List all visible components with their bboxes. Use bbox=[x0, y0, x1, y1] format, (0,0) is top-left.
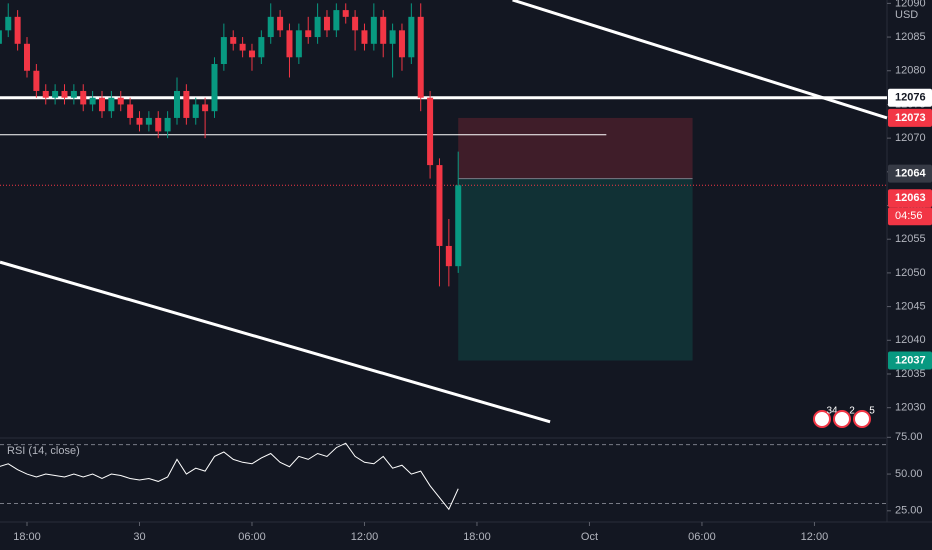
candle-body bbox=[230, 37, 237, 44]
candle-body bbox=[117, 97, 124, 105]
candle-body bbox=[305, 30, 312, 38]
candle-body bbox=[277, 16, 284, 31]
candle-body bbox=[61, 90, 68, 98]
event-badge bbox=[833, 410, 851, 428]
last-price-badge: 12063 bbox=[895, 192, 926, 204]
y-tick-label: 12030 bbox=[895, 402, 926, 414]
candle-body bbox=[192, 104, 199, 118]
stop-zone bbox=[458, 117, 693, 179]
support-badge-bg bbox=[888, 88, 932, 107]
x-tick-label: 18:00 bbox=[463, 531, 491, 543]
candle-body bbox=[436, 165, 443, 246]
x-tick-label: Oct bbox=[581, 531, 598, 543]
candle-body bbox=[136, 117, 143, 125]
x-tick-label: 12:00 bbox=[351, 531, 379, 543]
x-tick-label: 12:00 bbox=[801, 531, 829, 543]
support-badge: 12076 bbox=[895, 92, 926, 104]
candle-body bbox=[145, 117, 152, 125]
last-price-badge-bg bbox=[888, 189, 932, 208]
stop-badge-bg bbox=[888, 108, 932, 127]
candle-body bbox=[220, 37, 227, 65]
y-tick-label: 12070 bbox=[895, 132, 926, 144]
candle-body bbox=[427, 97, 434, 166]
rsi-tick-label: 50.00 bbox=[895, 468, 923, 480]
candle-body bbox=[295, 30, 302, 58]
candle-body bbox=[211, 64, 218, 112]
candle-body bbox=[398, 30, 405, 58]
stop-badge: 12073 bbox=[895, 112, 926, 124]
candle-body bbox=[286, 30, 293, 58]
candle-body bbox=[370, 16, 377, 44]
candle-body bbox=[164, 117, 171, 132]
candle-body bbox=[23, 43, 30, 71]
candle-body bbox=[0, 30, 2, 44]
candle-body bbox=[173, 90, 180, 118]
candle-body bbox=[361, 30, 368, 44]
y-tick-label: 12055 bbox=[895, 233, 926, 245]
x-tick-label: 06:00 bbox=[688, 531, 716, 543]
rsi-tick-label: 25.00 bbox=[895, 505, 923, 517]
target-zone bbox=[458, 178, 693, 361]
y-tick-label: 12045 bbox=[895, 301, 926, 313]
rsi-title: RSI (14, close) bbox=[7, 445, 80, 457]
candle-body bbox=[314, 16, 321, 38]
candle-body bbox=[183, 90, 190, 118]
candle-body bbox=[258, 37, 265, 58]
x-tick-label: 18:00 bbox=[13, 531, 41, 543]
rsi-line bbox=[0, 442, 459, 511]
event-badge-label: 34 bbox=[826, 406, 838, 417]
candle-body bbox=[417, 16, 424, 98]
candle-body bbox=[455, 185, 462, 267]
y-tick-label: 12090 bbox=[895, 0, 926, 9]
trendline bbox=[0, 260, 551, 424]
event-badge-label: 5 bbox=[869, 406, 875, 417]
candle-body bbox=[408, 16, 415, 58]
candle-body bbox=[127, 104, 134, 118]
candle-body bbox=[389, 30, 396, 44]
candle-body bbox=[342, 10, 349, 17]
y-tick-label: 12085 bbox=[895, 31, 926, 43]
x-tick-label: 30 bbox=[133, 531, 145, 543]
candle-body bbox=[80, 90, 87, 105]
candle-body bbox=[445, 245, 452, 267]
candle-body bbox=[380, 16, 387, 44]
y-tick-label: 12080 bbox=[895, 65, 926, 77]
target-badge-bg bbox=[888, 351, 932, 370]
currency: USD bbox=[895, 9, 918, 21]
x-tick-label: 06:00 bbox=[238, 531, 266, 543]
entry-badge-bg bbox=[888, 164, 932, 183]
candle-body bbox=[323, 16, 330, 31]
candle-body bbox=[52, 90, 59, 98]
candle-body bbox=[352, 16, 359, 31]
candle-body bbox=[333, 10, 340, 31]
target-badge: 12037 bbox=[895, 354, 926, 366]
candle-body bbox=[202, 104, 209, 112]
candle-body bbox=[70, 90, 77, 98]
candle-body bbox=[267, 16, 274, 38]
event-badge-label: 2 bbox=[849, 406, 855, 417]
candle-body bbox=[108, 97, 115, 112]
countdown-bg bbox=[888, 207, 932, 226]
y-tick-label: 12040 bbox=[895, 334, 926, 346]
candle-body bbox=[89, 97, 96, 105]
candle-body bbox=[33, 70, 40, 91]
y-tick-label: 12050 bbox=[895, 267, 926, 279]
candle-body bbox=[42, 90, 49, 98]
candle-body bbox=[248, 50, 255, 58]
candle-body bbox=[5, 16, 12, 31]
candle-body bbox=[14, 16, 21, 44]
countdown: 04:56 bbox=[895, 210, 923, 222]
candle-body bbox=[98, 97, 105, 112]
trendline bbox=[512, 0, 888, 120]
candle-body bbox=[155, 117, 162, 132]
rsi-tick-label: 75.00 bbox=[895, 431, 923, 443]
entry-badge: 12064 bbox=[895, 167, 926, 179]
event-badge bbox=[813, 410, 831, 428]
event-badge bbox=[853, 410, 871, 428]
y-tick-label: 12035 bbox=[895, 368, 926, 380]
candle-body bbox=[239, 43, 246, 51]
